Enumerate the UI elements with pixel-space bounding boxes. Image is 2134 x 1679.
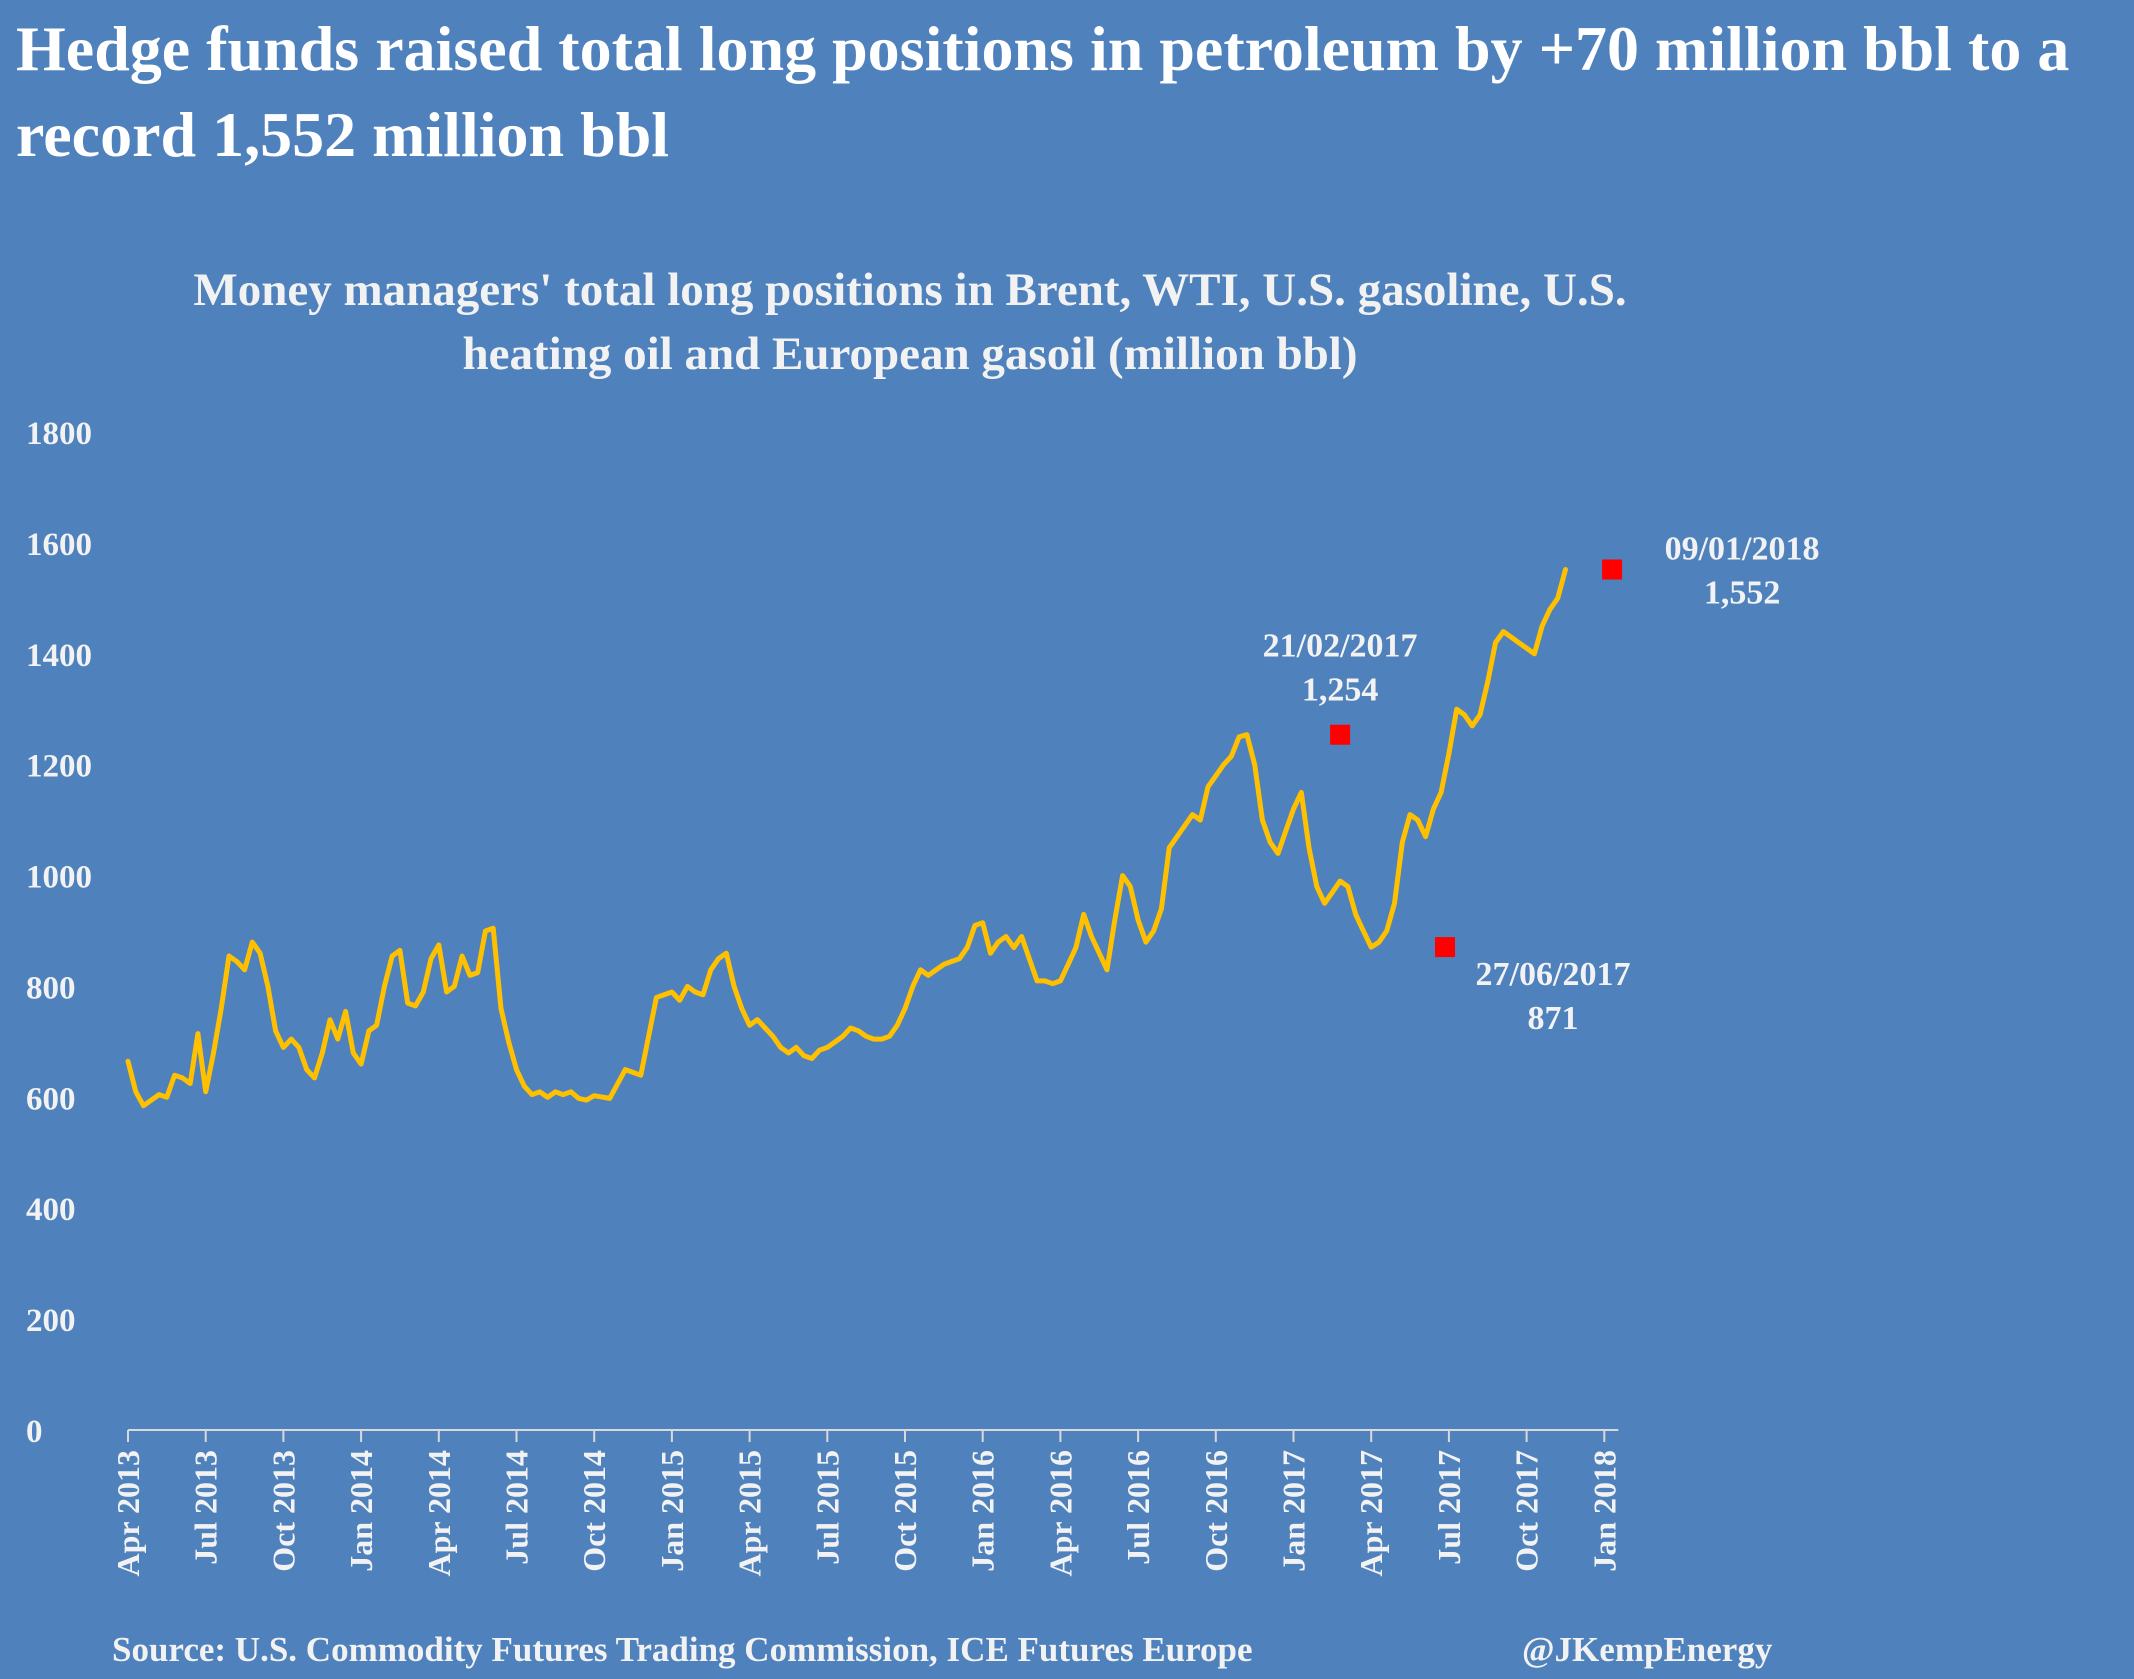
annotation-date: 21/02/2017 — [1263, 628, 1418, 665]
y-tick-label: 800 — [26, 970, 76, 1006]
series-layer — [125, 567, 1568, 1109]
annotation-date: 09/01/2018 — [1665, 531, 1820, 568]
author-handle: @JKempEnergy — [1522, 1630, 1773, 1669]
x-tick-label: Oct 2013 — [265, 1450, 301, 1572]
x-tick-label: Apr 2016 — [1042, 1450, 1078, 1577]
x-tick-label: Apr 2015 — [732, 1450, 768, 1577]
y-tick-label: 1400 — [26, 638, 92, 674]
y-axis: 0 200 400 600 800 1000 1200 1400 1600 1800 — [26, 416, 92, 1450]
x-tick-label: Apr 2017 — [1353, 1450, 1389, 1577]
headline: Hedge funds raised total long positions … — [16, 13, 2070, 170]
x-tick-label: Apr 2014 — [421, 1450, 457, 1577]
x-tick-label: Jan 2017 — [1276, 1450, 1312, 1572]
x-tick-label: Jul 2015 — [809, 1450, 845, 1565]
x-tick-label: Jan 2015 — [654, 1450, 690, 1572]
y-tick-label: 1600 — [26, 527, 92, 563]
y-tick-label: 1000 — [26, 860, 92, 896]
y-tick-label: 200 — [26, 1303, 76, 1339]
annotation-date: 27/06/2017 — [1476, 956, 1631, 993]
annotation-value: 871 — [1528, 1000, 1579, 1037]
y-tick-label: 1200 — [26, 749, 92, 785]
x-tick-label: Oct 2016 — [1198, 1450, 1234, 1572]
x-tick-label: Jan 2016 — [965, 1450, 1001, 1572]
annotation-marker — [1602, 559, 1623, 580]
chart-title: Money managers' total long positions in … — [193, 264, 1627, 380]
x-tick-label: Jul 2016 — [1120, 1450, 1156, 1565]
x-tick-label: Jul 2013 — [188, 1450, 224, 1565]
annotation-value: 1,254 — [1302, 672, 1379, 709]
annotation-marker — [1330, 724, 1351, 745]
x-tick-label: Oct 2017 — [1509, 1450, 1545, 1572]
source-note: Source: U.S. Commodity Futures Trading C… — [112, 1630, 1253, 1669]
x-tick-label: Jul 2014 — [499, 1450, 535, 1565]
annotation-marker — [1435, 937, 1456, 958]
x-tick-label: Jan 2014 — [343, 1450, 379, 1572]
y-tick-label: 600 — [26, 1081, 76, 1117]
x-tick-label: Oct 2015 — [887, 1450, 923, 1572]
y-tick-label: 1800 — [26, 416, 92, 452]
x-tick-label: Jan 2018 — [1586, 1450, 1622, 1572]
annotation-layer: 21/02/2017 1,254 27/06/2017 871 09/01/2018 1,… — [1263, 531, 1820, 1038]
x-tick-label: Jul 2017 — [1431, 1450, 1467, 1565]
x-tick-label: Oct 2014 — [576, 1450, 612, 1572]
series-line — [125, 567, 1568, 1109]
y-tick-label: 0 — [26, 1414, 43, 1450]
annotation-value: 1,552 — [1704, 575, 1781, 612]
y-tick-label: 400 — [26, 1192, 76, 1228]
x-tick-label: Apr 2013 — [110, 1450, 146, 1577]
x-axis: Apr 2013 Jul 2013 Oct 2013 Jan 2014 Apr 2014… — [110, 1429, 1622, 1577]
